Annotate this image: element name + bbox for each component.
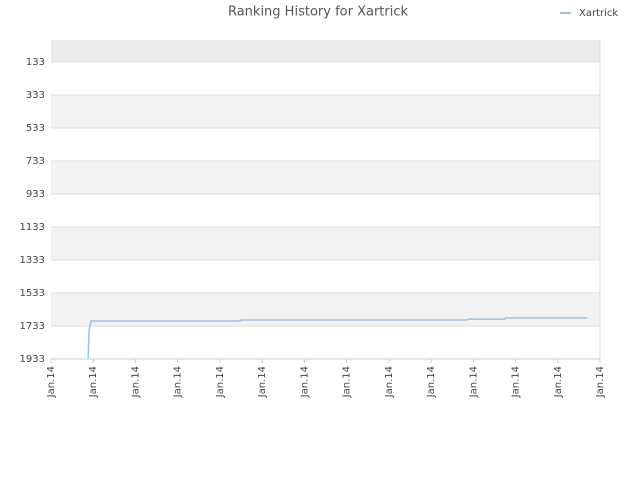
x-tick-label: Jan.14	[468, 366, 479, 398]
x-tick-label: Jan.14	[88, 366, 99, 398]
plot-band	[51, 259, 600, 293]
x-tick-label: Jan.14	[215, 366, 226, 398]
y-tick-label: 333	[26, 90, 45, 101]
plot-band	[51, 193, 600, 227]
y-tick-label: 533	[26, 123, 45, 134]
y-tick-label: 1533	[20, 288, 45, 299]
y-tick-label: 1733	[20, 321, 45, 332]
legend-label: Xartrick	[579, 8, 618, 19]
x-tick-label: Jan.14	[299, 366, 310, 398]
x-tick-label: Jan.14	[595, 366, 606, 398]
x-tick-label: Jan.14	[342, 366, 353, 398]
y-tick-label: 1133	[20, 222, 45, 233]
x-tick-label: Jan.14	[553, 366, 564, 398]
plot-band	[51, 325, 600, 359]
plot-band	[51, 127, 600, 161]
x-tick-label: Jan.14	[511, 366, 522, 398]
plot-band	[51, 61, 600, 95]
plot-band	[51, 226, 600, 260]
x-tick-label: Jan.14	[130, 366, 141, 398]
x-tick-label: Jan.14	[426, 366, 437, 398]
x-tick-label: Jan.14	[384, 366, 395, 398]
y-tick-label: 933	[26, 189, 45, 200]
plot-band	[51, 160, 600, 194]
plot-band	[51, 94, 600, 128]
y-tick-label: 1933	[20, 354, 45, 365]
y-tick-label: 133	[26, 57, 45, 68]
plot-band	[51, 40, 600, 62]
y-tick-label: 733	[26, 156, 45, 167]
x-tick-label: Jan.14	[46, 366, 57, 398]
x-tick-label: Jan.14	[173, 366, 184, 398]
line	[87, 317, 588, 360]
chart-title: Ranking History for Xartrick	[228, 5, 409, 20]
x-tick-label: Jan.14	[257, 366, 268, 398]
y-tick-label: 1333	[20, 255, 45, 266]
